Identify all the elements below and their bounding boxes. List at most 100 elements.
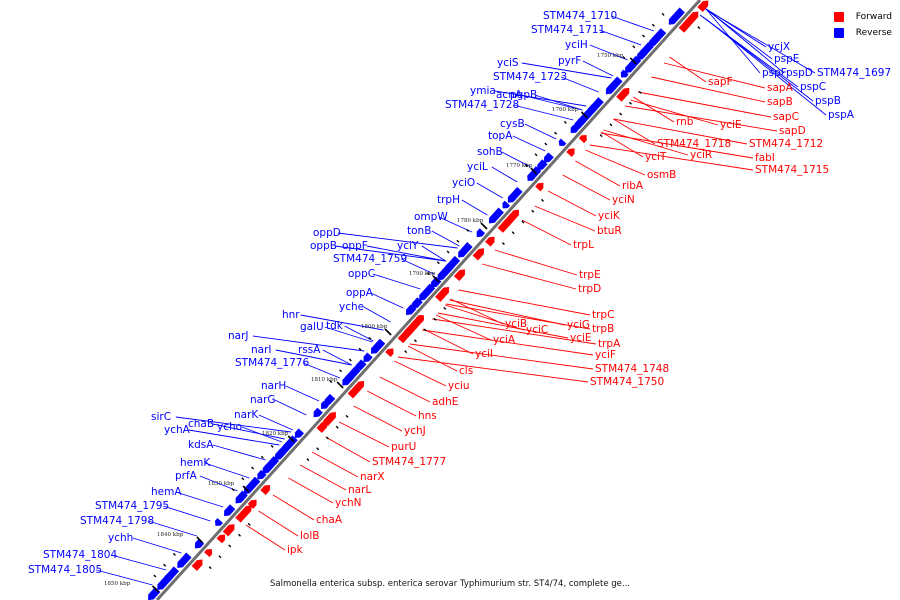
- reverse-gene-rssa[interactable]: rssA: [298, 344, 321, 356]
- reverse-gene-arrow[interactable]: [558, 138, 567, 146]
- forward-gene-rnb[interactable]: rnb: [676, 116, 694, 128]
- forward-gene-ychn[interactable]: ychN: [335, 497, 362, 509]
- reverse-gene-stm474-1804[interactable]: STM474_1804: [43, 549, 117, 561]
- reverse-gene-arrow[interactable]: [458, 242, 473, 258]
- reverse-gene-arrow[interactable]: [620, 69, 629, 78]
- forward-gene-narx[interactable]: narX: [360, 471, 385, 483]
- reverse-gene-acna[interactable]: acnA: [496, 89, 523, 101]
- forward-gene-arrow[interactable]: [616, 87, 630, 102]
- reverse-gene-oppa[interactable]: oppA: [346, 287, 374, 299]
- reverse-gene-arrow[interactable]: [370, 338, 386, 354]
- forward-gene-ycif[interactable]: yciF: [595, 349, 616, 361]
- forward-gene-ycia[interactable]: yciA: [493, 334, 516, 346]
- forward-gene-arrow[interactable]: [485, 236, 495, 247]
- reverse-gene-hema[interactable]: hemA: [151, 486, 182, 498]
- reverse-gene-arrow[interactable]: [282, 435, 298, 452]
- reverse-gene-tonb[interactable]: tonB: [407, 225, 431, 237]
- reverse-gene-stm474-1759[interactable]: STM474_1759: [333, 253, 407, 265]
- forward-gene-ycin[interactable]: yciN: [612, 194, 635, 206]
- forward-gene-chaa[interactable]: chaA: [316, 514, 343, 526]
- forward-gene-ycit[interactable]: yciT: [645, 151, 667, 163]
- reverse-gene-arrow[interactable]: [607, 76, 623, 93]
- reverse-gene-oppc[interactable]: oppC: [348, 268, 375, 280]
- reverse-gene-ycjx[interactable]: ycjX: [768, 41, 790, 53]
- reverse-gene-arrow[interactable]: [419, 283, 436, 301]
- forward-gene-ycib[interactable]: yciB: [505, 318, 527, 330]
- forward-gene-trpc[interactable]: trpC: [592, 309, 614, 321]
- reverse-gene-arrow[interactable]: [294, 428, 305, 439]
- reverse-gene-arrow[interactable]: [476, 228, 486, 238]
- reverse-gene-yciy[interactable]: yciY: [397, 240, 419, 252]
- reverse-gene-narg[interactable]: narG: [250, 394, 276, 406]
- reverse-gene-arrow[interactable]: [502, 200, 511, 209]
- reverse-gene-kdsa[interactable]: kdsA: [188, 439, 214, 451]
- reverse-gene-pspc[interactable]: pspC: [800, 81, 826, 93]
- forward-gene-trpb[interactable]: trpB: [592, 323, 614, 335]
- reverse-gene-stm474-1728[interactable]: STM474_1728: [445, 99, 519, 111]
- reverse-gene-nark[interactable]: narK: [234, 409, 259, 421]
- reverse-gene-arrow[interactable]: [264, 455, 280, 472]
- reverse-gene-ychh[interactable]: ychh: [108, 532, 133, 544]
- reverse-gene-stm474-1710[interactable]: STM474_1710: [543, 10, 617, 22]
- forward-gene-trpl[interactable]: trpL: [573, 239, 594, 251]
- reverse-gene-topa[interactable]: topA: [488, 130, 513, 142]
- forward-gene-osmb[interactable]: osmB: [647, 169, 676, 181]
- reverse-gene-arrow[interactable]: [224, 504, 236, 517]
- reverse-gene-arrow[interactable]: [355, 359, 367, 372]
- forward-gene-stm474-1718[interactable]: STM474_1718: [657, 138, 731, 150]
- forward-gene-ycir[interactable]: yciR: [690, 149, 712, 161]
- reverse-gene-arrow[interactable]: [214, 518, 223, 526]
- forward-gene-btur[interactable]: btuR: [597, 225, 622, 237]
- forward-gene-arrow[interactable]: [453, 269, 466, 282]
- forward-gene-arrow[interactable]: [235, 505, 252, 523]
- reverse-gene-stm474-1711[interactable]: STM474_1711: [531, 24, 605, 36]
- forward-gene-arrow[interactable]: [435, 286, 450, 302]
- reverse-gene-chab[interactable]: chaB: [188, 418, 214, 430]
- forward-gene-trpe[interactable]: trpE: [579, 269, 601, 281]
- reverse-gene-pspd[interactable]: pspD: [786, 67, 813, 79]
- reverse-gene-nari[interactable]: narI: [251, 344, 272, 356]
- reverse-gene-oppb[interactable]: oppB: [310, 240, 337, 252]
- reverse-gene-arrow[interactable]: [363, 352, 373, 363]
- forward-gene-arrow[interactable]: [578, 134, 587, 144]
- forward-gene-arrow[interactable]: [684, 11, 699, 26]
- forward-gene-cls[interactable]: cls: [459, 365, 473, 377]
- forward-gene-arrow[interactable]: [204, 549, 213, 558]
- forward-gene-arrow[interactable]: [566, 148, 575, 157]
- forward-gene-ycig[interactable]: yciG: [567, 319, 590, 331]
- reverse-gene-arrow[interactable]: [507, 186, 523, 203]
- forward-gene-ycie[interactable]: yciE: [570, 332, 592, 344]
- reverse-gene-ycha[interactable]: ychA: [164, 424, 191, 436]
- reverse-gene-pyrf[interactable]: pyrF: [558, 55, 581, 67]
- reverse-gene-arrow[interactable]: [257, 469, 267, 480]
- reverse-gene-tdk[interactable]: tdk: [326, 320, 344, 332]
- reverse-gene-stm474-1795[interactable]: STM474_1795: [95, 500, 169, 512]
- forward-gene-ipk[interactable]: ipk: [287, 544, 304, 556]
- legend-reverse[interactable]: Reverse: [833, 25, 892, 41]
- reverse-gene-arrow[interactable]: [243, 476, 261, 495]
- forward-gene-arrow[interactable]: [535, 182, 544, 192]
- forward-gene-sapc[interactable]: sapC: [773, 111, 799, 123]
- reverse-gene-stm474-1723[interactable]: STM474_1723: [493, 71, 567, 83]
- reverse-gene-ycis[interactable]: yciS: [497, 57, 519, 69]
- forward-gene-arrow[interactable]: [216, 534, 226, 544]
- reverse-gene-arrow[interactable]: [668, 7, 685, 25]
- forward-gene-stm474-1777[interactable]: STM474_1777: [372, 456, 446, 468]
- forward-gene-sapd[interactable]: sapD: [779, 125, 806, 137]
- reverse-gene-cysb[interactable]: cysB: [500, 118, 525, 130]
- forward-gene-adhe[interactable]: adhE: [432, 396, 458, 408]
- reverse-gene-pspf[interactable]: pspF: [762, 67, 787, 79]
- reverse-gene-pspb[interactable]: pspB: [815, 95, 841, 107]
- reverse-gene-pspa[interactable]: pspA: [828, 109, 855, 121]
- forward-gene-stm474-1750[interactable]: STM474_1750: [590, 376, 664, 388]
- reverse-gene-oppd[interactable]: oppD: [313, 227, 341, 239]
- reverse-gene-ycil[interactable]: yciL: [467, 161, 488, 173]
- forward-gene-puru[interactable]: purU: [391, 441, 416, 453]
- forward-gene-ycik[interactable]: yciK: [598, 210, 621, 222]
- reverse-gene-arrow[interactable]: [324, 393, 336, 406]
- reverse-gene-arrow[interactable]: [488, 207, 504, 224]
- forward-gene-fabi[interactable]: fabI: [755, 152, 775, 164]
- forward-gene-ychj[interactable]: ychJ: [404, 425, 426, 437]
- reverse-gene-arrow[interactable]: [444, 255, 461, 273]
- reverse-gene-stm474-1798[interactable]: STM474_1798: [80, 515, 154, 527]
